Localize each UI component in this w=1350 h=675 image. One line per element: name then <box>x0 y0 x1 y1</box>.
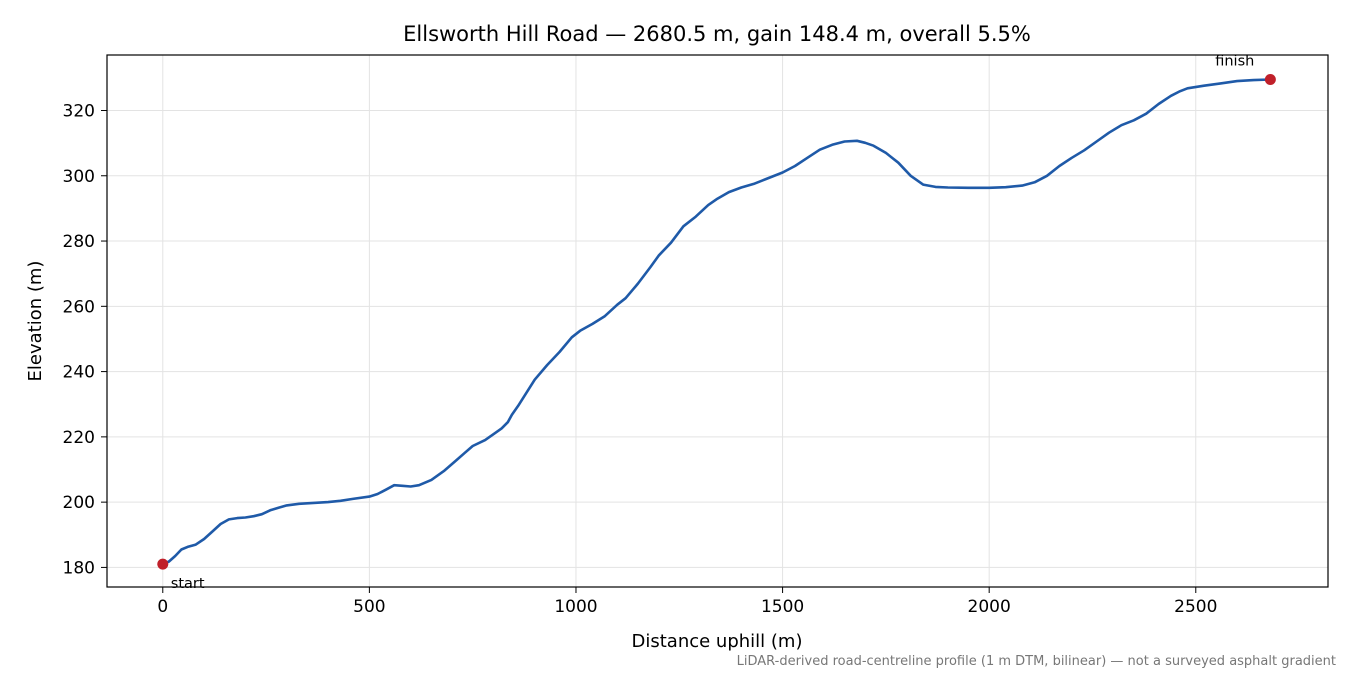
start-marker <box>157 558 169 570</box>
chart-title: Ellsworth Hill Road — 2680.5 m, gain 148… <box>403 22 1031 46</box>
x-tick-label: 2000 <box>968 597 1011 617</box>
y-axis-label: Elevation (m) <box>25 261 46 382</box>
y-tick-label: 260 <box>63 297 95 317</box>
y-tick-label: 280 <box>63 232 95 252</box>
x-axis-label: Distance uphill (m) <box>632 631 803 652</box>
x-axis: 0 500 1000 1500 2000 2500 <box>157 587 1217 617</box>
x-tick-label: 1000 <box>554 597 597 617</box>
elevation-profile-line <box>161 78 1272 566</box>
start-label: start <box>171 576 205 592</box>
x-tick-label: 0 <box>157 597 168 617</box>
series-layer: start finish <box>157 53 1276 592</box>
grid-lines <box>107 55 1328 587</box>
y-tick-label: 300 <box>63 167 95 187</box>
y-tick-label: 220 <box>63 428 95 448</box>
y-tick-label: 200 <box>63 493 95 513</box>
finish-marker <box>1264 73 1276 85</box>
finish-label: finish <box>1215 53 1254 69</box>
x-tick-label: 2500 <box>1174 597 1217 617</box>
y-tick-label: 240 <box>63 363 95 383</box>
y-axis: 180 200 220 240 260 280 300 320 <box>63 101 107 578</box>
y-tick-label: 320 <box>63 101 95 121</box>
footnote: LiDAR-derived road-centreline profile (1… <box>737 654 1336 669</box>
plot-area-frame <box>106 54 1329 588</box>
x-tick-label: 1500 <box>761 597 804 617</box>
x-tick-label: 500 <box>353 597 385 617</box>
y-tick-label: 180 <box>63 558 95 578</box>
